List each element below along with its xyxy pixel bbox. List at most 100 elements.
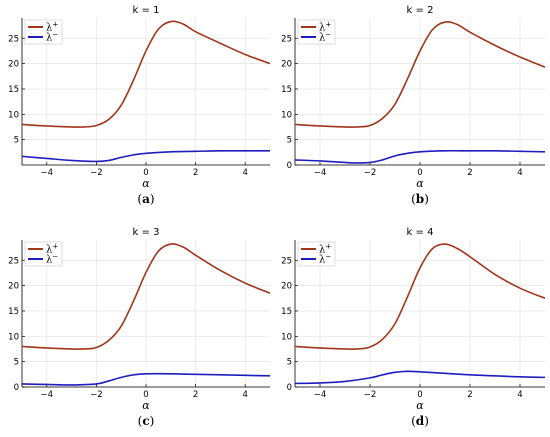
x-axis-label: α [416,399,424,412]
y-tick-label: 5 [287,358,292,368]
x-tick-label: −4 [41,390,54,400]
y-tick-label: 10 [281,332,292,342]
legend-label-sup: + [52,21,58,29]
series-line-lambda-plus [21,20,271,128]
legend-label: λ+ [46,243,58,256]
legend-label-sup: + [325,21,331,29]
x-tick-label: −4 [314,168,327,178]
legend-box [297,19,336,45]
series-line-lambda-minus [21,372,271,386]
legend-label: λ− [46,253,58,266]
legend: λ+λ− [297,241,336,267]
x-tick-label: 4 [517,168,522,178]
legend-label-sup: − [52,253,58,261]
caption-open-paren: ( [411,192,416,206]
y-tick-label: 15 [281,85,292,95]
y-tick-label: 15 [8,307,19,317]
legend-label-base: λ [319,255,326,266]
legend-label-base: λ [46,255,53,266]
legend-label-base: λ [319,245,326,256]
legend-label-sup: + [325,243,331,251]
x-tick-label: −4 [314,390,327,400]
y-tick-label: 5 [287,136,292,146]
x-tick-label: 2 [467,168,472,178]
caption-letter: d [416,414,425,428]
y-tick-label: 20 [281,60,292,70]
caption-open-paren: ( [138,414,143,428]
x-tick-label: 4 [517,390,522,400]
x-tick-label: 4 [242,390,247,400]
y-tick-label: 25 [281,34,292,44]
legend-label: λ+ [319,21,331,34]
y-tick-label: 20 [281,282,292,292]
y-tick-label: 5 [14,136,19,146]
y-tick-label: 25 [8,34,19,44]
x-tick-label: −2 [90,390,103,400]
y-tick-label: 10 [8,110,19,120]
y-tick-label: 10 [281,110,292,120]
legend-label-base: λ [319,23,326,34]
legend-label: λ+ [46,21,58,34]
y-tick-label: 15 [8,85,19,95]
series-line-lambda-minus [294,149,546,164]
x-tick-label: 0 [143,168,148,178]
legend-box [297,241,336,267]
y-tick-label: 5 [14,358,19,368]
legend-label-sup: − [325,253,331,261]
series-line-lambda-minus [294,370,546,385]
caption-close-paren: ) [150,192,155,206]
x-tick-label: 2 [193,390,198,400]
y-tick-label: 15 [281,307,292,317]
y-tick-label: 0 [287,161,292,171]
legend-box [24,19,63,45]
legend: λ+λ− [24,241,63,267]
legend: λ+λ− [24,19,63,45]
y-tick-label: 0 [14,383,19,393]
panel-caption: (c) [138,414,155,428]
caption-close-paren: ) [424,414,429,428]
legend-label-sup: + [52,243,58,251]
x-axis-label: α [142,399,150,412]
caption-open-paren: ( [137,192,142,206]
legend-label: λ+ [319,243,331,256]
x-tick-label: 2 [467,390,472,400]
y-tick-label: 10 [8,332,19,342]
x-tick-label: 0 [417,390,422,400]
legend-label: λ− [46,31,58,44]
x-tick-label: −2 [364,390,377,400]
x-tick-label: 0 [417,168,422,178]
series-line-lambda-plus [294,243,546,350]
panel-caption: (b) [411,192,429,206]
caption-close-paren: ) [424,192,429,206]
x-axis-label: α [416,177,424,190]
chart-title: k = 4 [407,227,434,238]
legend-label-base: λ [46,33,53,44]
chart-title: k = 2 [407,5,434,16]
legend-label-sup: − [52,31,58,39]
x-tick-label: 2 [193,168,198,178]
caption-letter: c [142,414,149,428]
legend-label-base: λ [46,245,53,256]
series-line-lambda-plus [21,243,271,350]
legend-label-base: λ [319,33,326,44]
y-tick-label: 0 [287,383,292,393]
legend-box [24,241,63,267]
series-line-lambda-plus [294,21,546,128]
x-tick-label: 0 [143,390,148,400]
series-line-lambda-minus [21,149,270,163]
caption-close-paren: ) [150,414,155,428]
y-tick-label: 20 [8,282,19,292]
legend-label: λ− [319,31,331,44]
y-tick-label: 25 [8,256,19,266]
x-axis-label: α [142,177,150,190]
x-tick-label: −2 [90,168,103,178]
x-tick-label: −4 [41,168,54,178]
caption-letter: b [416,192,424,206]
panel-caption: (a) [137,192,154,206]
legend-label: λ− [319,253,331,266]
